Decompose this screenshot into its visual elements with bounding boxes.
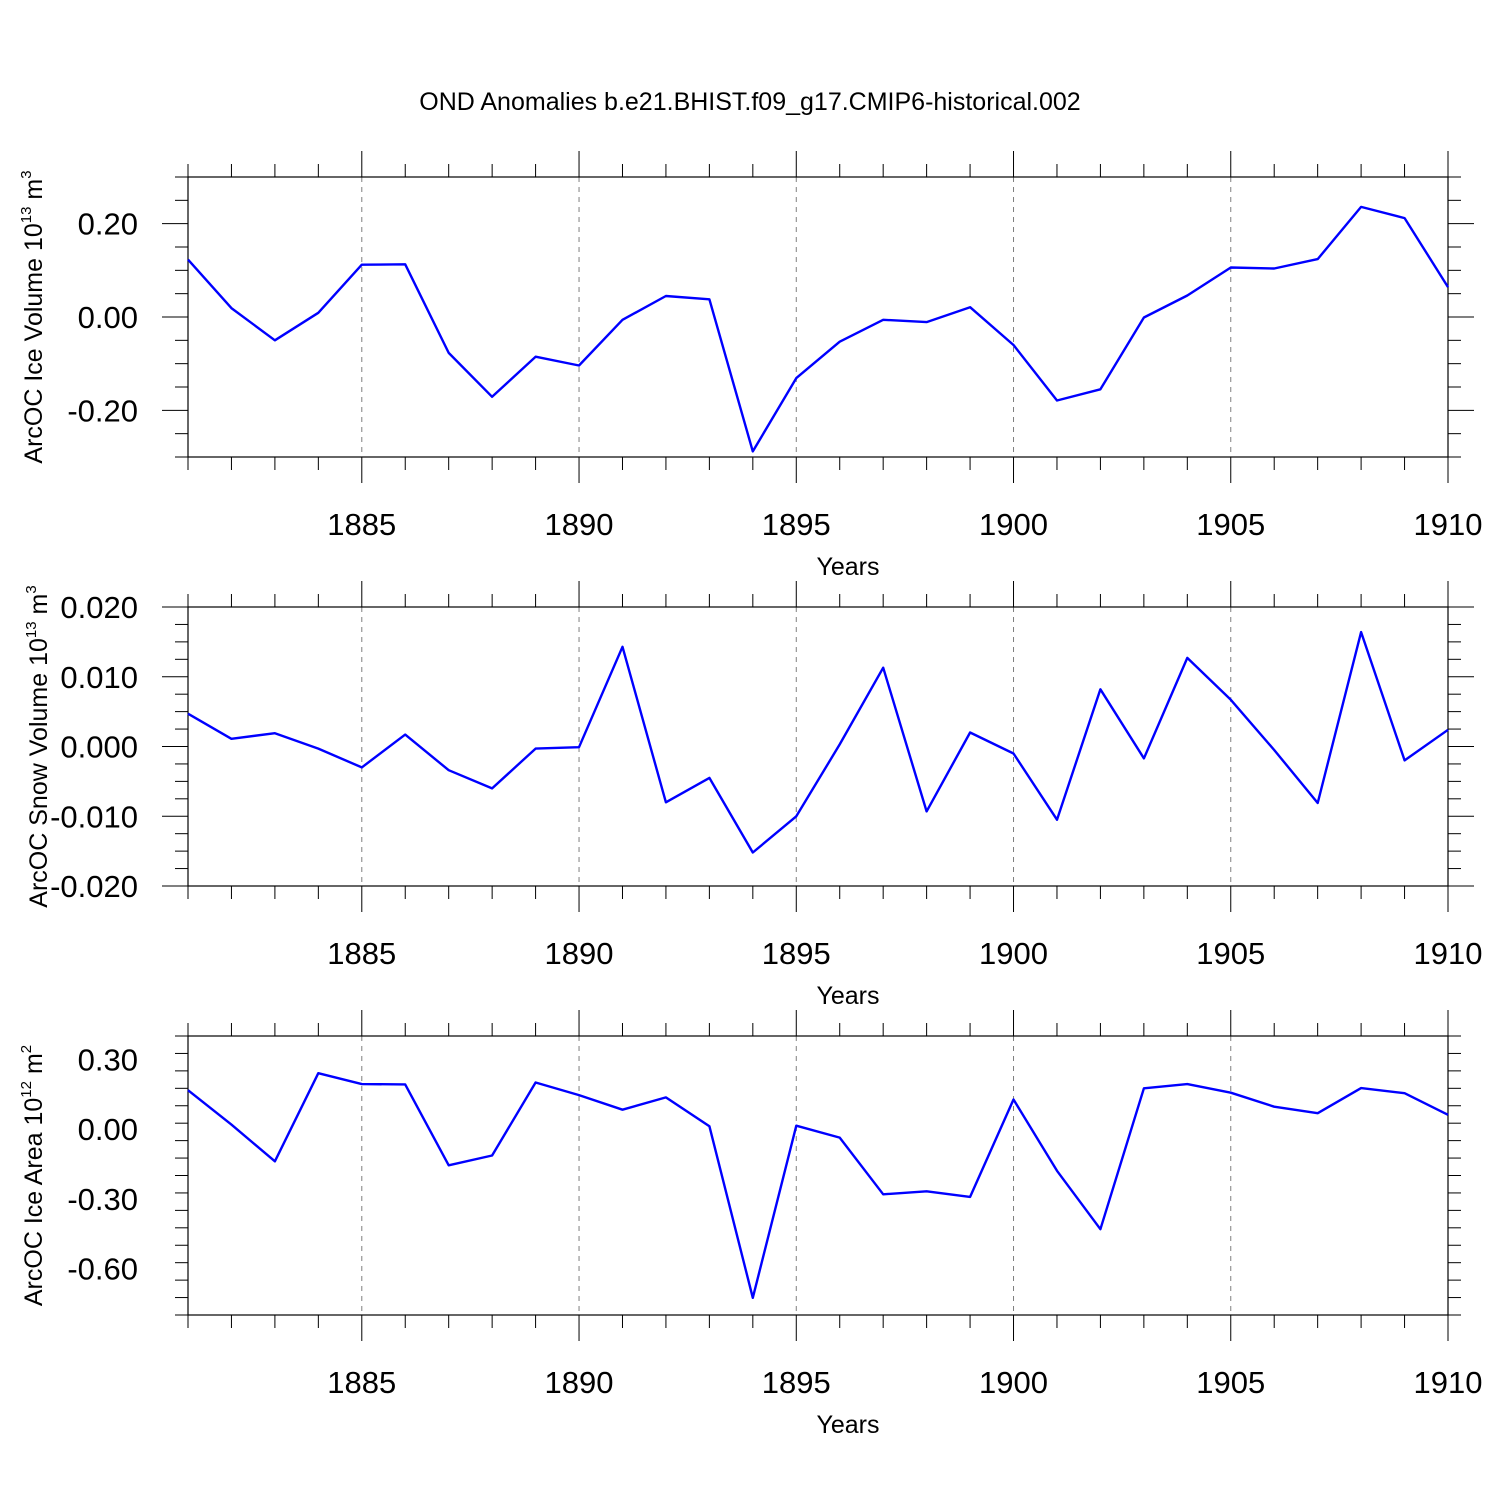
y-tick-label: -0.020 (50, 869, 138, 904)
chart-title: OND Anomalies b.e21.BHIST.f09_g17.CMIP6-… (419, 88, 1080, 116)
x-tick-label: 1885 (327, 936, 396, 971)
series-line (187, 205, 1450, 453)
y-axis-title: ArcOC Snow Volume 1013 m3 (23, 585, 53, 907)
y-tick-label: 0.000 (60, 730, 138, 765)
plot-frame (187, 176, 1449, 458)
series-line (187, 1071, 1449, 1300)
y-tick-label: 0.30 (78, 1042, 138, 1077)
x-tick-label: 1890 (545, 507, 614, 542)
y-tick-label: -0.010 (50, 799, 138, 834)
x-tick-label: 1885 (327, 507, 396, 542)
panel-2: 0.020 0.010 0.000 -0.010 -0.020 1885 1890 1895 1… (23, 581, 1482, 1010)
x-tick-label: 1895 (762, 507, 831, 542)
x-tick-label: 1905 (1196, 507, 1265, 542)
y-tick-label: 0.00 (78, 300, 138, 335)
series-line (187, 630, 1449, 854)
panel-1: 0.20 0.00 -0.20 1885 1890 1895 1900 1905 1910 Yea… (18, 151, 1482, 581)
plot-frame (187, 1035, 1449, 1316)
x-axis-title: Years (816, 553, 879, 581)
y-tick-label: -0.60 (67, 1252, 138, 1287)
y-axis-title: ArcOC Ice Volume 1013 m3 (18, 170, 48, 463)
x-axis-title: Years (816, 1411, 879, 1439)
x-tick-label: 1890 (545, 936, 614, 971)
x-tick-label: 1900 (979, 1365, 1048, 1400)
y-axis-title: ArcOC Ice Area 1012 m2 (18, 1045, 48, 1306)
panel-3: 0.30 0.00 -0.30 -0.60 1885 1890 1895 1900 1905 19… (18, 1010, 1482, 1439)
x-tick-label: 1890 (545, 1365, 614, 1400)
x-tick-label: 1900 (979, 936, 1048, 971)
x-tick-label: 1895 (762, 936, 831, 971)
x-tick-label: 1910 (1414, 507, 1483, 542)
plot-frame (187, 606, 1449, 887)
x-tick-label: 1910 (1414, 1365, 1483, 1400)
x-tick-label: 1905 (1196, 936, 1265, 971)
x-tick-label: 1885 (327, 1365, 396, 1400)
y-tick-label: 0.010 (60, 660, 138, 695)
y-tick-label: 0.20 (78, 207, 138, 242)
x-tick-label: 1905 (1196, 1365, 1265, 1400)
y-tick-label: 0.020 (60, 590, 138, 625)
y-tick-label: -0.20 (67, 393, 138, 428)
x-tick-label: 1910 (1414, 936, 1483, 971)
x-tick-label: 1895 (762, 1365, 831, 1400)
x-axis-title: Years (816, 982, 879, 1010)
y-tick-label: -0.30 (67, 1182, 138, 1217)
y-tick-label: 0.00 (78, 1112, 138, 1147)
x-tick-label: 1900 (979, 507, 1048, 542)
